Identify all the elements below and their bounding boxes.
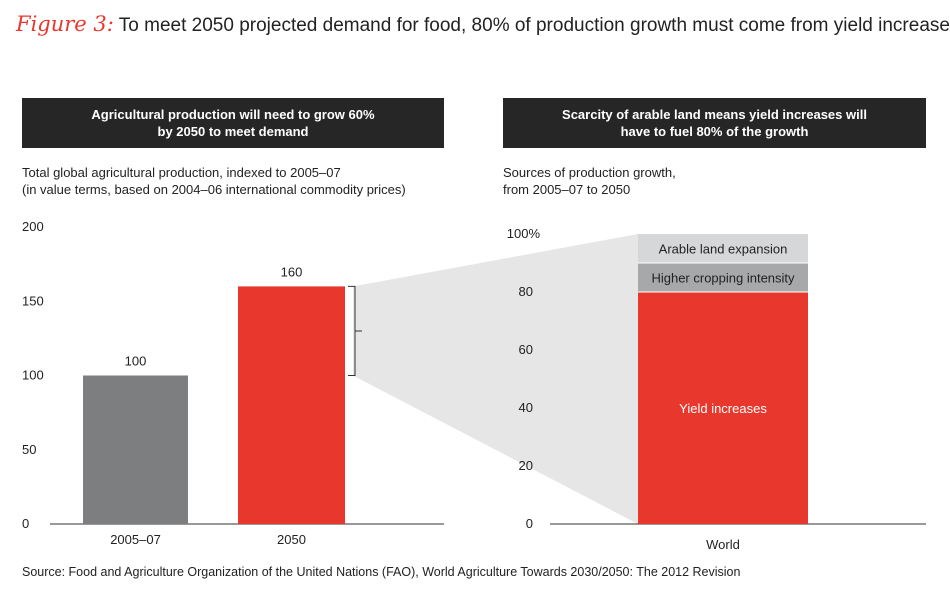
- left-header-line1: Agricultural production will need to gro…: [91, 107, 375, 122]
- left-x-tick-label: 2050: [277, 532, 306, 547]
- connector-wedge: [353, 234, 638, 524]
- right-stacked-segment: [638, 292, 808, 524]
- right-header-line2: have to fuel 80% of the growth: [620, 124, 809, 139]
- figure-label: Figure 3:: [16, 12, 114, 36]
- figure-title-text: To meet 2050 projected demand for food, …: [118, 15, 950, 36]
- right-segment-label: Higher cropping intensity: [651, 271, 795, 286]
- left-y-tick-label: 50: [22, 442, 36, 457]
- left-x-tick-label: 2005–07: [110, 532, 161, 547]
- right-stacked-segment: [638, 234, 808, 263]
- left-bar: [83, 375, 188, 524]
- left-bar-data-label: 160: [281, 264, 303, 279]
- right-subtitle-line2: from 2005–07 to 2050: [503, 182, 631, 197]
- left-y-tick-label: 200: [22, 219, 44, 234]
- right-panel-header: Scarcity of arable land means yield incr…: [503, 98, 926, 148]
- right-x-tick-label: World: [706, 537, 740, 552]
- left-y-tick-label: 0: [22, 516, 29, 531]
- left-panel-subtitle: Total global agricultural production, in…: [22, 164, 406, 198]
- right-segment-label: Arable land expansion: [659, 242, 788, 257]
- right-y-tick-label: 40: [519, 400, 533, 415]
- left-bar: [238, 286, 345, 524]
- figure-title: Figure 3: To meet 2050 projected demand …: [16, 12, 950, 37]
- right-y-tick-label: 20: [519, 458, 533, 473]
- source-note: Source: Food and Agriculture Organizatio…: [22, 565, 741, 579]
- left-subtitle-line2: (in value terms, based on 2004–06 intern…: [22, 182, 406, 197]
- left-y-tick-label: 100: [22, 368, 44, 383]
- left-header-line2: by 2050 to meet demand: [157, 124, 309, 139]
- right-y-tick-label: 80: [519, 284, 533, 299]
- right-y-tick-label: 60: [519, 342, 533, 357]
- right-stacked-segment: [638, 263, 808, 292]
- right-panel-subtitle: Sources of production growth, from 2005–…: [503, 164, 676, 198]
- right-header-line1: Scarcity of arable land means yield incr…: [562, 107, 867, 122]
- right-subtitle-line1: Sources of production growth,: [503, 165, 676, 180]
- left-y-tick-label: 150: [22, 293, 44, 308]
- right-y-tick-label: 100%: [507, 226, 541, 241]
- left-subtitle-line1: Total global agricultural production, in…: [22, 165, 341, 180]
- right-y-tick-label: 0: [526, 516, 533, 531]
- right-segment-label: Yield increases: [679, 401, 767, 416]
- growth-bracket: [348, 285, 362, 376]
- left-panel-header: Agricultural production will need to gro…: [22, 98, 444, 148]
- left-bar-data-label: 100: [125, 354, 147, 369]
